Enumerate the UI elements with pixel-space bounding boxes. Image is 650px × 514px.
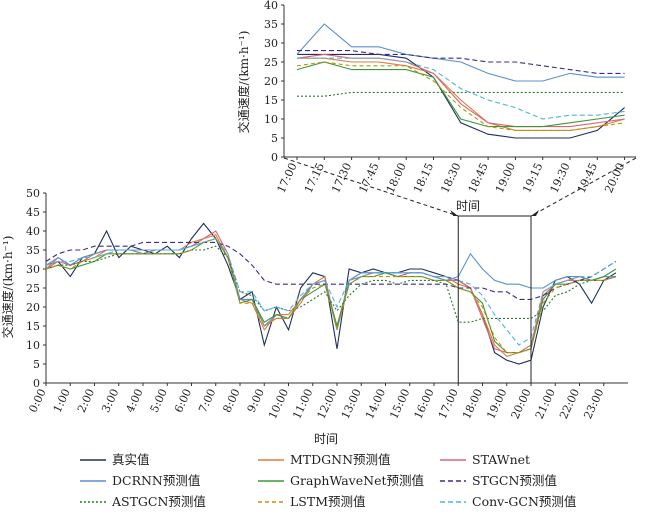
main-y-tick-label: 35 (26, 244, 40, 257)
legend-label: STGCN预测值 (472, 473, 557, 488)
main-y-tick-label: 0 (33, 377, 40, 390)
main-x-tick-label: 11:00 (290, 387, 315, 421)
zoom-connector-right (530, 157, 637, 217)
main-x-tick-label: 7:00 (196, 387, 218, 415)
inset-x-tick-label: 17:00 (275, 161, 300, 195)
legend-label: ASTGCN预测值 (111, 494, 206, 509)
main-y-tick-label: 10 (26, 339, 40, 352)
main-x-tick-label: 19:00 (484, 387, 509, 421)
inset-y-tick-label: 15 (264, 94, 278, 107)
main-x-tick-label: 13:00 (339, 387, 364, 421)
zoom-indicator (283, 157, 637, 384)
inset-y-tick-label: 35 (264, 18, 278, 31)
legend-label: DCRNN预测值 (112, 473, 200, 488)
main-x-tick-label: 1:00 (51, 387, 73, 415)
inset-x-tick-label: 18:45 (466, 161, 491, 195)
inset-x-tick-label: 19:45 (575, 161, 600, 195)
main-x-tick-label: 2:00 (75, 387, 97, 415)
legend-label: LSTM预测值 (290, 494, 366, 509)
inset-x-tick-label: 18:30 (438, 161, 463, 195)
inset-x-tick-label: 19:30 (548, 161, 573, 195)
inset-series-line (297, 91, 625, 97)
inset-y-axis-label: 交通速度/(km·h⁻¹) (236, 31, 251, 134)
main-y-tick-label: 15 (26, 320, 40, 333)
main-chart: 交通速度/(km·h⁻¹) 时间 0 5 10 15 20 25 30 35 40 45 50 0:0… (0, 187, 628, 446)
main-x-axis-label: 时间 (314, 432, 338, 446)
main-series-line (45, 237, 617, 346)
main-x-tick-label: 23:00 (581, 387, 606, 421)
inset-background (284, 5, 636, 157)
main-y-tick-label: 20 (26, 301, 40, 314)
main-y-tick-label: 40 (26, 225, 40, 238)
main-x-tick-label: 5:00 (148, 387, 170, 415)
main-x-tick-label: 4:00 (123, 387, 145, 415)
legend-label: 真实值 (112, 452, 150, 467)
main-x-tick-label: 10:00 (266, 387, 291, 421)
inset-x-tick-label: 17:30 (329, 161, 354, 195)
main-x-tick-label: 9:00 (245, 387, 267, 415)
main-x-tick-label: 12:00 (315, 387, 340, 421)
main-series-line (45, 230, 617, 354)
inset-y-tick-label: 10 (264, 113, 278, 126)
inset-x-tick-label: 20:00 (602, 161, 627, 195)
zoom-arrow-right (531, 210, 539, 216)
inset-y-tick-label: 40 (264, 0, 278, 12)
zoom-connector-left (283, 157, 459, 217)
inset-series-line (296, 23, 625, 82)
main-series-line (45, 222, 617, 365)
legend-label: MTDGNN预测值 (290, 452, 391, 467)
inset-y-tick-label: 25 (264, 56, 278, 69)
inset-x-tick-label: 17:15 (302, 161, 327, 195)
main-x-tick-label: 17:00 (436, 387, 461, 421)
main-x-tick-label: 0:00 (26, 387, 48, 415)
inset-y-tick-label: 0 (271, 151, 278, 164)
main-x-tick-label: 22:00 (557, 387, 582, 421)
inset-x-tick-label: 18:00 (384, 161, 409, 195)
zoom-arrow-left (450, 210, 459, 216)
inset-series-line (297, 50, 625, 74)
zoom-window-box (457, 215, 532, 384)
main-x-tick-label: 8:00 (220, 387, 242, 415)
inset-series-line (296, 61, 625, 131)
main-x-tick-label: 20:00 (509, 387, 534, 421)
main-y-axis-label: 交通速度/(km·h⁻¹) (0, 236, 15, 339)
main-x-tick-label: 15:00 (387, 387, 412, 421)
main-y-tick-label: 45 (26, 206, 40, 219)
inset-series-line (296, 61, 625, 128)
main-y-tick-label: 30 (26, 263, 40, 276)
main-series-line (45, 237, 617, 354)
main-x-tick-label: 6:00 (172, 387, 194, 415)
main-series-line (45, 241, 617, 300)
legend-label: Conv-GCN预测值 (472, 494, 576, 509)
legend-label: GraphWaveNet预测值 (290, 473, 424, 488)
legend-label: STAWnet (472, 452, 530, 467)
inset-series-line (296, 53, 625, 128)
main-y-tick-label: 5 (33, 358, 40, 371)
legend: 真实值 MTDGNN预测值 STAWnet DCRNN预测值 GraphWaveNet预… (80, 452, 576, 509)
main-x-tick-label: 21:00 (533, 387, 558, 421)
main-x-tick-label: 14:00 (363, 387, 388, 421)
inset-x-tick-label: 19:15 (520, 161, 545, 195)
inset-x-axis-label: 时间 (456, 199, 480, 213)
inset-y-tick-label: 5 (271, 132, 278, 145)
main-x-tick-label: 3:00 (99, 387, 121, 415)
main-x-tick-label: 16:00 (412, 387, 437, 421)
inset-series-line (297, 57, 625, 120)
inset-y-tick-label: 20 (264, 75, 278, 88)
inset-series-line (297, 53, 625, 139)
inset-y-tick-label: 30 (264, 37, 278, 50)
main-y-tick-label: 25 (26, 282, 40, 295)
main-x-tick-label: 18:00 (460, 387, 485, 421)
inset-x-tick-label: 18:15 (411, 161, 436, 195)
main-y-tick-label: 50 (26, 187, 40, 200)
inset-x-tick-label: 19:00 (493, 161, 518, 195)
inset-x-tick-label: 17:45 (356, 161, 381, 195)
main-series-line (45, 237, 617, 354)
